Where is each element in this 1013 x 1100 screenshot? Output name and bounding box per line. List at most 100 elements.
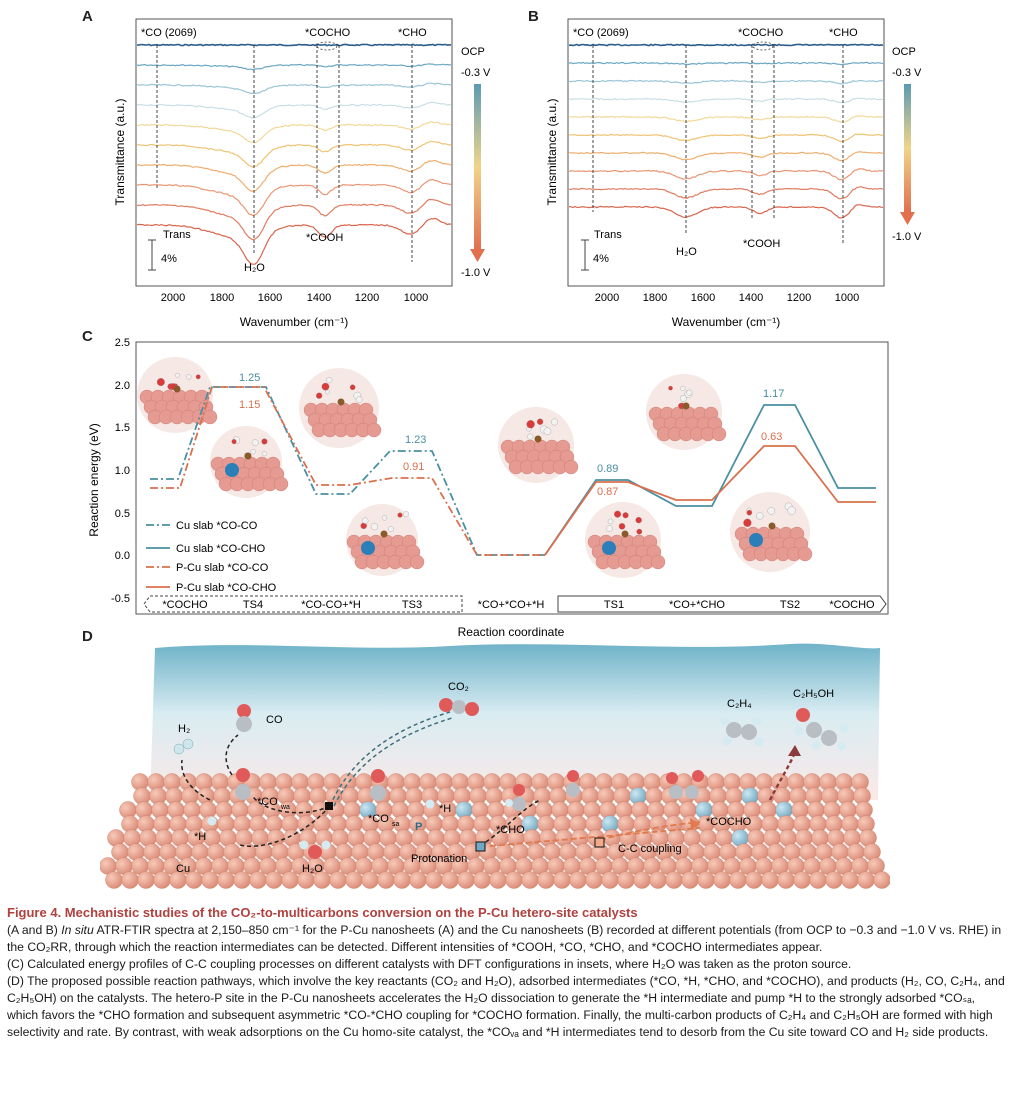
panel-b-scale-bar <box>581 239 589 271</box>
label-co2: CO₂ <box>448 681 469 693</box>
panel-b-potential-arrow <box>904 84 911 212</box>
spectrum-trace <box>568 133 884 143</box>
label-h2o: H₂O <box>302 863 323 875</box>
spectrum-trace <box>568 61 884 66</box>
panel-a-scale-bar <box>148 239 156 271</box>
state-label: TS1 <box>604 599 624 611</box>
value-ts4-cu: 1.25 <box>239 372 260 384</box>
label-h-right: *H <box>439 803 451 815</box>
state-label: *CO-CO+*H <box>301 599 361 611</box>
co-sa-adsorbate <box>370 769 386 801</box>
panel-b-xtick: 1600 <box>691 292 715 304</box>
caption-text: (A and B) <box>7 923 62 937</box>
legend-item: P-Cu slab *CO-CHO <box>176 582 277 594</box>
panel-c-legend: Cu slab *CO-CO Cu slab *CO-CHO P-Cu slab… <box>146 520 277 594</box>
panel-b-cocho-label: *COCHO <box>738 27 784 39</box>
state-label: TS2 <box>780 599 800 611</box>
value-ts3-pcu: 0.91 <box>403 461 424 473</box>
spectrum-trace <box>136 121 452 144</box>
panel-b-peak-guides <box>592 45 844 245</box>
panel-a-spectra <box>136 43 452 265</box>
panel-a-xtick: 1000 <box>404 292 428 304</box>
caption-title: Figure 4. Mechanistic studies of the CO₂… <box>7 905 638 920</box>
panel-a-cho-label: *CHO <box>398 27 427 39</box>
panel-b-xtick: 1800 <box>643 292 667 304</box>
figure-caption: Figure 4. Mechanistic studies of the CO₂… <box>7 904 1007 1041</box>
label-co-wa: *CO <box>257 796 278 808</box>
panel-c-ytick: 0.0 <box>115 550 130 562</box>
spectrum-trace <box>568 79 884 85</box>
caption-paragraph-c: (C) Calculated energy profiles of C-C co… <box>7 957 852 971</box>
legend-item: Cu slab *CO-CO <box>176 520 258 532</box>
panel-d-pathway-scheme: H₂ CO CO₂ C₂H₄ C₂H₅OH <box>100 643 890 889</box>
label-p-site: P <box>415 821 422 833</box>
panel-a-h2o-label: H₂O <box>244 262 265 274</box>
label-cocho: *COCHO <box>706 816 752 828</box>
panel-b-start-potential: -0.3 V <box>892 67 922 79</box>
panel-a-xtick: 1800 <box>210 292 234 304</box>
legend-item: P-Cu slab *CO-CO <box>176 562 269 574</box>
panel-c-energy-profile: 2.5 2.0 1.5 1.0 0.5 0.0 -0.5 Reaction en… <box>87 337 889 639</box>
spectrum-trace <box>136 43 451 47</box>
pathway-arrows <box>181 711 797 847</box>
state-label: *COCHO <box>162 599 208 611</box>
co-adsorbate <box>566 770 580 797</box>
panel-a-scale-value: 4% <box>161 253 177 265</box>
electrolyte-layer <box>150 643 880 800</box>
spectrum-trace <box>136 159 452 192</box>
panel-b-ocp: OCP <box>892 46 916 58</box>
panel-b-h2o-label: H₂O <box>676 246 697 258</box>
panel-a-ftir-chart: *CO (2069) *COCHO *CHO H₂O *COOH Trans 4… <box>113 18 491 329</box>
state-label: TS4 <box>243 599 263 611</box>
panel-c-ylabel: Reaction energy (eV) <box>87 423 101 536</box>
spectrum-trace <box>568 151 884 162</box>
value-ts3-cu: 1.23 <box>405 434 426 446</box>
site-marker <box>325 802 333 810</box>
spectrum-trace <box>568 168 884 181</box>
panel-a-ocp: OCP <box>461 46 485 58</box>
panel-a-frame <box>135 18 453 287</box>
state-label: TS3 <box>402 599 422 611</box>
panel-a-ylabel: Transmittance (a.u.) <box>113 99 127 206</box>
panel-b-scale-value: 4% <box>593 253 609 265</box>
panel-b-frame <box>567 18 885 287</box>
label-h2: H₂ <box>178 723 190 735</box>
spectrum-trace <box>137 178 452 217</box>
spectrum-trace <box>569 115 884 123</box>
h-atom <box>425 799 435 809</box>
c2h4-molecule <box>720 716 764 747</box>
value-ts4-pcu: 1.15 <box>239 399 260 411</box>
label-cc-coupling: C-C coupling <box>618 843 682 855</box>
left-pathway-box <box>143 595 463 613</box>
spectrum-trace <box>136 198 452 241</box>
panel-c-ytick: 1.5 <box>115 422 130 434</box>
label-c2h5oh: C₂H₅OH <box>793 688 834 700</box>
curve-cu-co-co <box>150 386 545 556</box>
co-wa-adsorbate <box>235 768 251 800</box>
label-co: CO <box>266 714 283 726</box>
panel-c-frame <box>135 341 889 615</box>
panel-c-ytick: 2.0 <box>115 380 130 392</box>
panel-b-ylabel: Transmittance (a.u.) <box>545 99 559 206</box>
caption-italic: In situ <box>61 923 94 937</box>
label-co-sa: *CO <box>368 813 389 825</box>
panel-a-end-potential: -1.0 V <box>461 267 491 279</box>
spectrum-trace <box>136 217 452 265</box>
value-ts2-pcu: 0.63 <box>761 431 782 443</box>
label-co-wa-sub: wa <box>280 804 290 811</box>
panel-a-start-potential: -0.3 V <box>461 67 491 79</box>
copper-slab <box>100 773 890 889</box>
value-ts1-cu: 0.89 <box>597 463 618 475</box>
panel-c-curves <box>150 386 876 556</box>
site-marker <box>594 837 605 848</box>
panel-a-xticks: 2000 1800 1600 1400 1200 1000 <box>161 292 428 304</box>
state-label: *CO+*CHO <box>669 599 725 611</box>
panel-b-xtick: 1400 <box>739 292 763 304</box>
panel-c-xlabel: Reaction coordinate <box>458 625 565 639</box>
cho-adsorbate <box>505 784 526 811</box>
spectrum-trace <box>568 185 884 200</box>
state-middle: *CO+*CO+*H <box>478 599 545 611</box>
panel-a-xtick: 2000 <box>161 292 185 304</box>
c2h5oh-molecule <box>794 708 849 751</box>
h2-molecule <box>173 738 194 755</box>
